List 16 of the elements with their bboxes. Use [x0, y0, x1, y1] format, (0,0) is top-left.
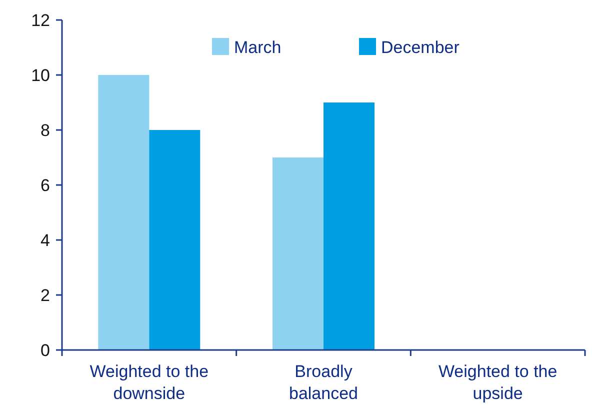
y-tick-label: 4	[40, 230, 50, 250]
y-tick-label: 6	[40, 176, 50, 195]
x-tick-label: Weighted to the upside	[438, 362, 558, 403]
bar	[149, 130, 200, 350]
y-tick-label: 8	[40, 120, 50, 140]
legend-label: March	[234, 38, 282, 57]
x-tick-label: Broadly balanced	[288, 362, 358, 403]
bar	[98, 75, 150, 350]
bar	[324, 102, 374, 350]
bar	[272, 158, 324, 350]
legend-label: December	[381, 38, 460, 57]
y-tick-label: 10	[31, 66, 50, 85]
x-tick-label: Weighted to the downside	[90, 362, 209, 403]
y-tick-label: 0	[40, 340, 50, 360]
y-tick-label: 2	[40, 286, 50, 305]
y-tick-label: 12	[31, 10, 50, 30]
